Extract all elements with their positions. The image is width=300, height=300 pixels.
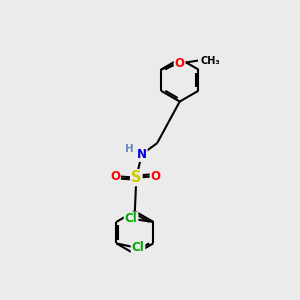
Text: O: O: [110, 170, 120, 183]
Text: O: O: [151, 170, 160, 183]
Text: Cl: Cl: [132, 241, 144, 254]
Text: O: O: [175, 57, 184, 70]
Text: Cl: Cl: [125, 212, 137, 226]
Text: N: N: [137, 148, 147, 161]
Text: H: H: [125, 144, 134, 154]
Text: CH₃: CH₃: [200, 56, 220, 65]
Text: S: S: [131, 170, 142, 185]
